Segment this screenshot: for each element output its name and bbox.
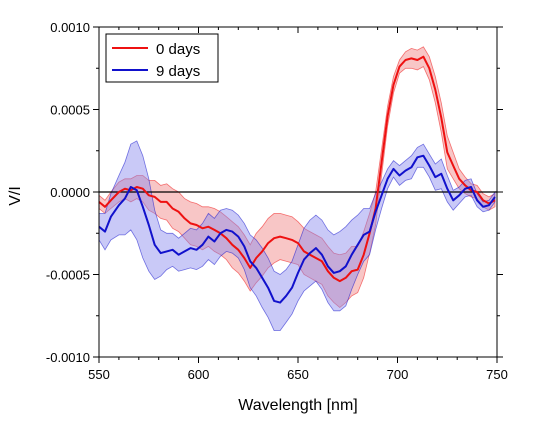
y-axis-label: V/I — [7, 186, 24, 206]
y-tick-label: -0.0010 — [46, 350, 90, 365]
x-tick-label: 650 — [287, 367, 309, 382]
x-tick-label: 550 — [88, 367, 110, 382]
legend-box — [105, 33, 219, 83]
band-9-days — [98, 140, 496, 332]
series-lines — [98, 55, 496, 304]
y-tick-label: 0.0000 — [50, 185, 90, 200]
legend-label-0-days: 0 days — [156, 41, 200, 58]
x-axis: 550 600 650 700 750 — [88, 27, 508, 382]
series-line-9-days — [98, 154, 496, 304]
y-axis: -0.0010 -0.0005 0.0000 0.0005 0.0010 — [46, 20, 503, 365]
x-tick-label: 750 — [486, 367, 508, 382]
y-tick-label: 0.0005 — [50, 103, 90, 118]
legend-label-9-days: 9 days — [156, 63, 200, 80]
x-tick-label: 600 — [188, 367, 210, 382]
uncertainty-bands — [98, 46, 496, 332]
x-tick-label: 700 — [387, 367, 409, 382]
series-line-0-days — [98, 55, 496, 283]
y-tick-label: 0.0010 — [50, 20, 90, 35]
x-axis-label: Wavelength [nm] — [238, 397, 357, 414]
y-tick-label: -0.0005 — [46, 268, 90, 283]
band-0-days — [98, 46, 496, 309]
legend: 0 days 9 days — [105, 33, 219, 83]
